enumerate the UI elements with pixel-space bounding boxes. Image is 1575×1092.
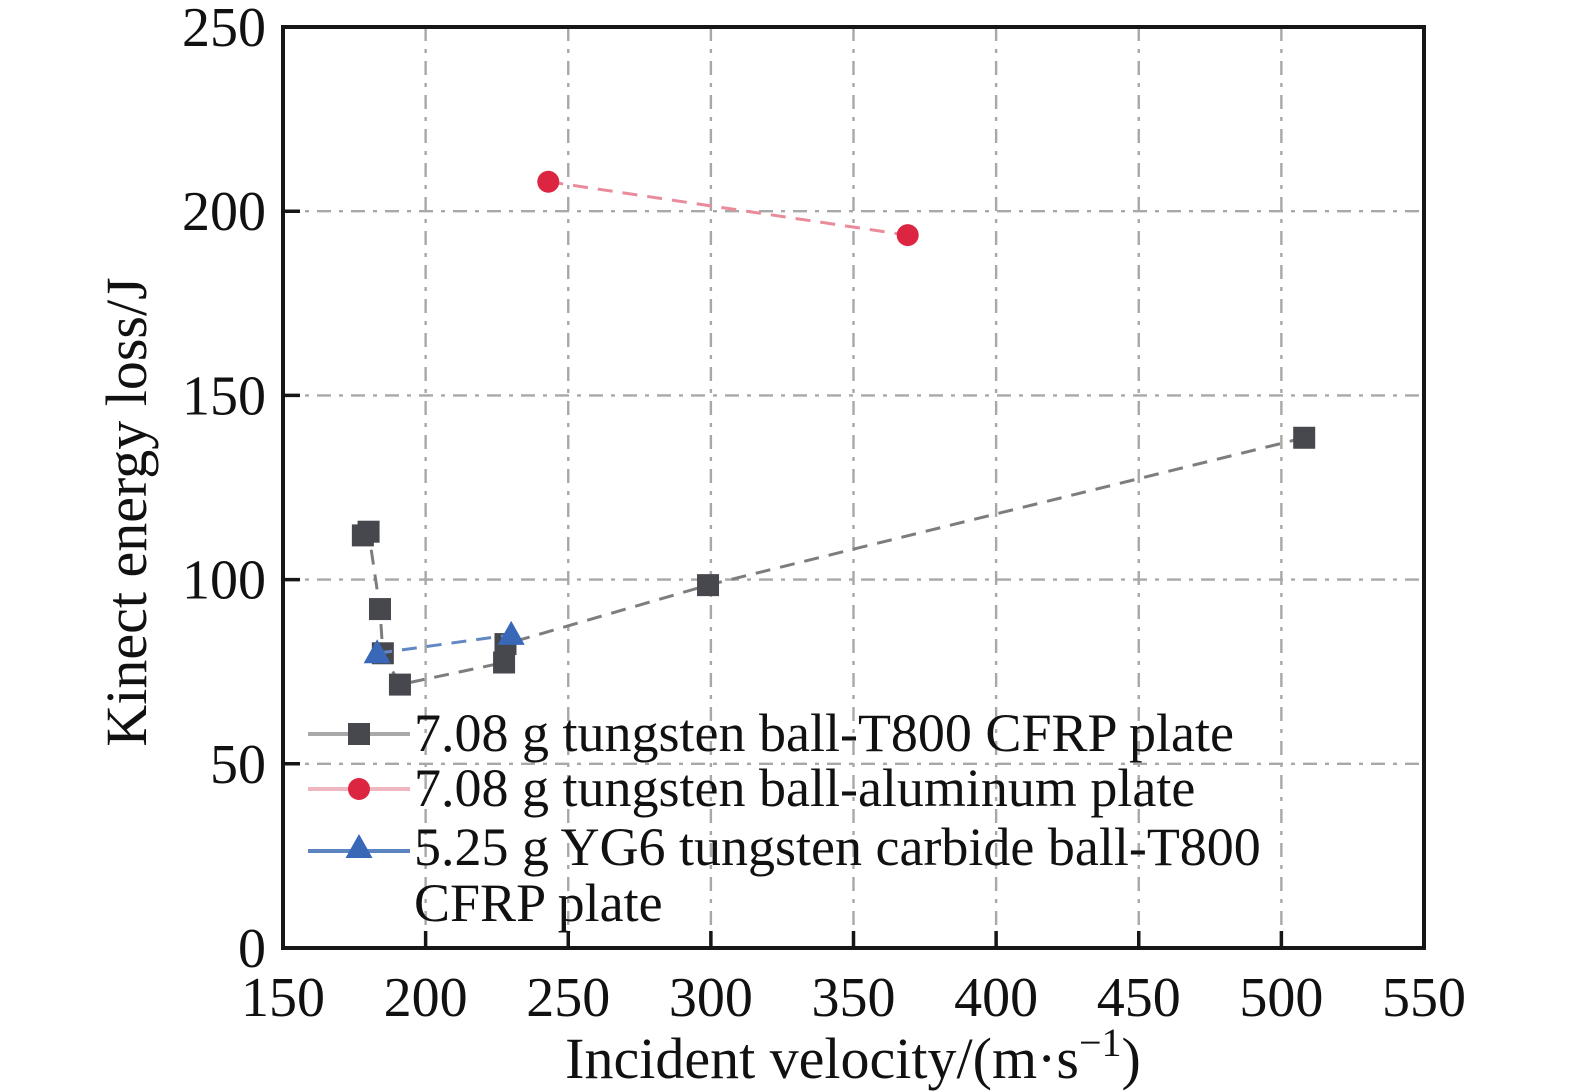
y-tick-label-250: 250 xyxy=(182,0,266,59)
x-tick-label-400: 400 xyxy=(954,967,1038,1029)
data-point-square-8 xyxy=(697,574,720,597)
x-tick-label-500: 500 xyxy=(1239,967,1323,1029)
y-tick-label-100: 100 xyxy=(182,550,266,612)
legend-marker-circle xyxy=(348,778,370,800)
x-axis-label: Incident velocity/(m·s−1) xyxy=(565,1020,1141,1091)
legend-label-3-line1: 5.25 g YG6 tungsten carbide ball-T800 xyxy=(414,817,1261,877)
y-axis-label: Kinect energy loss/J xyxy=(94,277,159,746)
data-point-circle-2 xyxy=(896,224,919,247)
legend-label-1: 7.08 g tungsten ball-T800 CFRP plate xyxy=(414,703,1234,763)
series-layer xyxy=(351,170,1316,696)
data-point-triangle-1 xyxy=(363,639,391,664)
data-point-square-9 xyxy=(1293,426,1316,449)
x-tick-label-350: 350 xyxy=(812,967,896,1029)
legend-marker-triangle xyxy=(345,834,373,858)
legend-label-2: 7.08 g tungsten ball-aluminum plate xyxy=(414,758,1195,818)
data-point-square-2 xyxy=(357,520,380,543)
data-point-square-3 xyxy=(368,598,391,621)
y-tick-label-150: 150 xyxy=(182,365,266,427)
legend: 7.08 g tungsten ball-T800 CFRP plate 7.0… xyxy=(308,703,1261,933)
x-tick-label-200: 200 xyxy=(384,967,468,1029)
axis-layer: 150 200 250 300 350 400 450 500 550 0 50 100 150 200 2… xyxy=(182,0,1466,1029)
data-point-circle-1 xyxy=(537,170,560,193)
x-tick-label-450: 450 xyxy=(1097,967,1181,1029)
x-tick-label-550: 550 xyxy=(1382,967,1466,1029)
x-tick-label-150: 150 xyxy=(241,967,325,1029)
y-tick-label-200: 200 xyxy=(182,181,266,243)
y-tick-label-0: 0 xyxy=(238,918,266,980)
series-line-2 xyxy=(548,180,908,237)
legend-marker-square xyxy=(348,723,370,745)
legend-label-3-line2: CFRP plate xyxy=(414,873,663,933)
series-line-3 xyxy=(376,633,512,655)
data-point-triangle-2 xyxy=(497,620,525,645)
x-tick-label-300: 300 xyxy=(669,967,753,1029)
y-tick-label-50: 50 xyxy=(210,734,266,796)
data-point-square-5 xyxy=(388,673,411,696)
x-tick-label-250: 250 xyxy=(526,967,610,1029)
data-point-square-6 xyxy=(493,651,516,674)
